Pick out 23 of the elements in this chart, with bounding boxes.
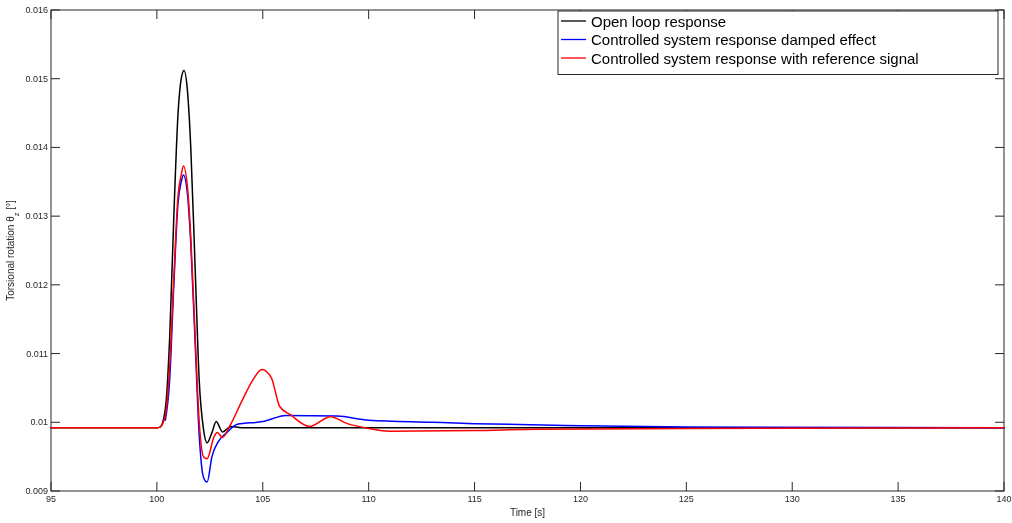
line-series xyxy=(50,165,1005,460)
legend-label: Controlled system response with reference signal xyxy=(591,49,919,67)
y-tick-label: 0.016 xyxy=(25,5,48,15)
x-tick-label: 100 xyxy=(149,494,165,504)
x-tick-label: 130 xyxy=(784,494,800,504)
y-tick-label: 0.01 xyxy=(30,417,48,428)
y-tick-label: 0.013 xyxy=(25,211,48,222)
x-tick-label: 105 xyxy=(255,494,271,504)
legend-label: Controlled system response damped effect xyxy=(591,31,877,48)
y-tick-label: 0.014 xyxy=(25,142,48,153)
y-tick-label: 0.011 xyxy=(26,348,48,359)
y-tick-label: 0.009 xyxy=(25,486,48,496)
x-axis-title: Time [s] xyxy=(509,507,546,518)
x-tick-label: 135 xyxy=(890,494,906,504)
legend-label: Open loop response xyxy=(591,12,727,30)
x-tick-label: 125 xyxy=(678,494,694,504)
x-tick-label: 95 xyxy=(45,494,57,504)
x-tick-label: 140 xyxy=(996,494,1012,504)
x-tick-label: 120 xyxy=(572,494,588,504)
x-tick-label: 115 xyxy=(467,494,482,504)
y-tick-label: 0.015 xyxy=(25,73,48,84)
y-tick-label: 0.012 xyxy=(25,279,48,290)
x-tick-label: 110 xyxy=(361,494,376,504)
